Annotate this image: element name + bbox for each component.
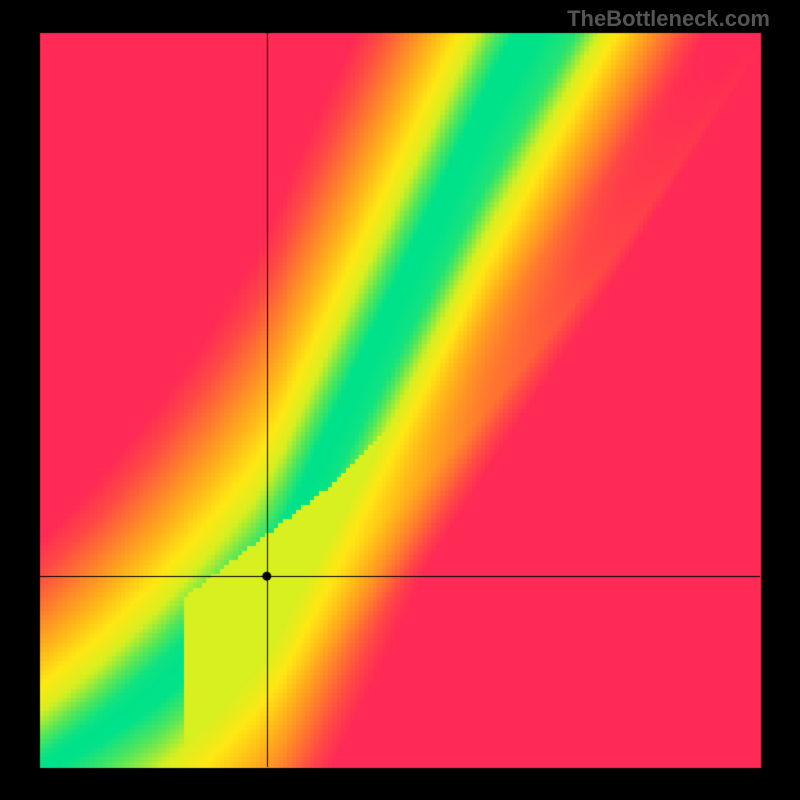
- watermark-label: TheBottleneck.com: [567, 6, 770, 32]
- bottleneck-heatmap: [0, 0, 800, 800]
